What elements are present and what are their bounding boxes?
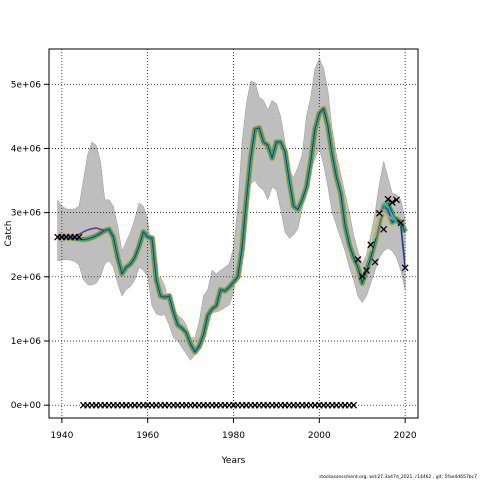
x-tick-label-0: 1940	[50, 431, 73, 441]
observation-marker-16-stroke-b	[397, 219, 405, 227]
observation-marker-11	[375, 209, 383, 217]
y-tick-label-3: 3e+06	[11, 209, 42, 219]
y-tick-label-1: 1e+06	[11, 337, 42, 347]
observation-marker-14	[388, 198, 396, 206]
y-tick-label-4: 4e+06	[11, 144, 42, 154]
x-tick-label-4: 2020	[394, 431, 417, 441]
y-tick-label-5: 5e+06	[11, 80, 42, 90]
retro-lines-layer	[57, 199, 406, 268]
y-axis-title: Catch	[4, 221, 14, 247]
y-tick-label-0: 0e+00	[11, 401, 42, 411]
observation-marker-8-stroke-b	[363, 266, 370, 274]
plot-frame	[48, 48, 419, 419]
observation-marker-16	[397, 219, 405, 227]
retro-tail-4	[370, 211, 389, 252]
observation-marker-17-stroke-b	[401, 264, 409, 272]
confidence-band-layer	[57, 58, 406, 361]
zero-marker-2008	[350, 401, 358, 409]
y-tick-label-2: 2e+06	[11, 273, 42, 283]
observation-marker-10	[371, 258, 379, 266]
observation-marker-13	[384, 195, 392, 203]
observation-marker-14-stroke-b	[388, 198, 396, 206]
observation-marker-12	[380, 225, 388, 233]
estimate-line-layer	[57, 105, 408, 355]
observation-marker-11-stroke-b	[375, 209, 383, 217]
x-axis-title: Years	[221, 456, 246, 466]
observation-marker-8	[363, 266, 370, 274]
observation-marker-12-stroke-b	[380, 225, 388, 233]
retro-tail-0	[387, 202, 406, 268]
retro-tail-3	[374, 208, 393, 239]
observation-marker-7-stroke-b	[358, 272, 366, 280]
observation-marker-17	[401, 264, 409, 272]
estimate-line	[57, 108, 406, 353]
x-tick-label-2: 1980	[222, 431, 245, 441]
retro-tail-1	[382, 199, 402, 227]
confidence-band	[57, 58, 406, 361]
observation-marker-6	[354, 256, 362, 263]
observation-marker-5	[75, 233, 83, 241]
zero-marker-2008-stroke-b	[350, 401, 358, 409]
observation-marker-6-stroke-b	[354, 256, 362, 263]
observation-layer	[54, 195, 409, 409]
observation-marker-9	[367, 241, 375, 249]
observation-marker-10-stroke-b	[371, 258, 379, 266]
x-tick-label-1: 1960	[136, 431, 159, 441]
retro-tail-2	[378, 202, 398, 223]
axis-layer: 1940 1960 1980 2000 2020 0e+00 1e+06 2e+06 3e+06…	[11, 80, 417, 441]
footer-note: stockassessment.org, wd:27.3a47d_2021, r…	[319, 474, 477, 480]
observation-marker-15-stroke-b	[393, 196, 401, 204]
observation-marker-9-stroke-b	[367, 241, 375, 249]
observation-marker-13-stroke-b	[384, 195, 392, 203]
x-tick-label-3: 2000	[308, 431, 331, 441]
observation-marker-15	[393, 196, 401, 204]
observation-marker-7	[358, 272, 366, 280]
observation-marker-5-stroke-b	[75, 233, 83, 241]
